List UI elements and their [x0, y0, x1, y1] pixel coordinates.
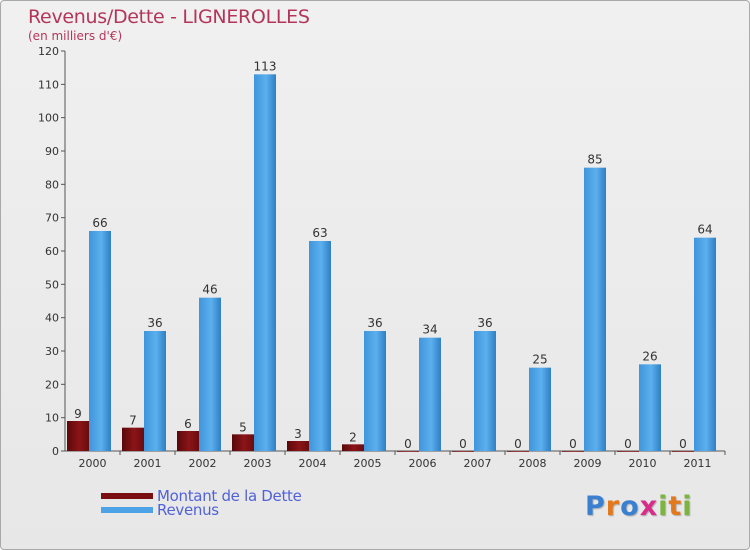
bar-dette-2008	[507, 451, 529, 452]
bar-dette-2009	[562, 451, 584, 452]
x-tick-label-2004: 2004	[299, 457, 327, 470]
legend-label-dette: Montant de la Dette	[157, 487, 302, 505]
x-tick-label-2010: 2010	[629, 457, 657, 470]
legend-swatch-revenus	[101, 507, 153, 513]
bar-revenus-2007	[474, 331, 496, 451]
y-tick-label: 80	[45, 178, 59, 191]
label-revenus-2003: 113	[254, 59, 277, 73]
label-dette-2004: 3	[294, 427, 302, 441]
bar-revenus-2011	[694, 237, 716, 451]
label-dette-2001: 7	[129, 414, 137, 428]
y-tick-label: 70	[45, 212, 59, 225]
label-revenus-2008: 25	[532, 353, 547, 367]
bar-dette-2002	[177, 431, 199, 451]
y-tick-label: 0	[52, 445, 59, 458]
y-tick-label: 120	[38, 45, 59, 58]
y-tick-label: 60	[45, 245, 59, 258]
label-dette-2011: 0	[679, 437, 687, 451]
bar-dette-2006	[397, 451, 419, 452]
logo-letter: t	[668, 491, 683, 522]
logo-letter: r	[605, 491, 621, 522]
bar-dette-2005	[342, 444, 364, 451]
label-revenus-2007: 36	[477, 316, 492, 330]
label-dette-2007: 0	[459, 437, 467, 451]
x-tick-label-2001: 2001	[134, 457, 162, 470]
label-dette-2010: 0	[624, 437, 632, 451]
x-tick-label-2007: 2007	[464, 457, 492, 470]
bar-revenus-2006	[419, 337, 441, 451]
x-tick-label-2011: 2011	[684, 457, 712, 470]
logo-letter: i	[682, 491, 693, 522]
label-revenus-2009: 85	[587, 153, 602, 167]
bar-revenus-2001	[144, 331, 166, 451]
y-tick-label: 30	[45, 345, 59, 358]
label-dette-2009: 0	[569, 437, 577, 451]
chart-subtitle: (en milliers d'€)	[28, 29, 123, 43]
bar-revenus-2010	[639, 364, 661, 451]
bar-revenus-2000	[89, 231, 111, 451]
label-revenus-2001: 36	[147, 316, 162, 330]
label-revenus-2000: 66	[92, 216, 107, 230]
y-tick-label: 90	[45, 145, 59, 158]
logo-letter: i	[658, 491, 669, 522]
y-tick-label: 100	[38, 112, 59, 125]
legend-item-dette: Montant de la Dette	[101, 487, 302, 505]
logo-letter: x	[639, 491, 659, 522]
label-dette-2002: 6	[184, 417, 192, 431]
proxiti-logo: Proxiti	[585, 491, 693, 522]
label-dette-2006: 0	[404, 437, 412, 451]
chart-title: Revenus/Dette - LIGNEROLLES	[28, 6, 310, 28]
bar-dette-2007	[452, 451, 474, 452]
bar-revenus-2005	[364, 331, 386, 451]
x-tick-label-2000: 2000	[79, 457, 107, 470]
bar-dette-2004	[287, 441, 309, 451]
x-tick-label-2009: 2009	[574, 457, 602, 470]
bar-dette-2003	[232, 434, 254, 451]
x-tick-label-2002: 2002	[189, 457, 217, 470]
logo-letter: P	[585, 491, 606, 522]
legend-label-revenus: Revenus	[157, 501, 219, 519]
label-dette-2000: 9	[74, 407, 82, 421]
y-tick-label: 110	[38, 78, 59, 91]
bar-revenus-2003	[254, 74, 276, 451]
bar-dette-2001	[122, 427, 144, 451]
label-dette-2005: 2	[349, 430, 357, 444]
bar-revenus-2009	[584, 167, 606, 451]
legend-swatch-dette	[101, 493, 153, 499]
label-revenus-2002: 46	[202, 283, 217, 297]
logo-letter: o	[620, 491, 640, 522]
x-tick-label-2006: 2006	[409, 457, 437, 470]
label-revenus-2005: 36	[367, 316, 382, 330]
y-tick-label: 20	[45, 378, 59, 391]
label-revenus-2011: 64	[697, 223, 712, 237]
label-revenus-2006: 34	[422, 323, 437, 337]
label-dette-2003: 5	[239, 420, 247, 434]
bar-revenus-2002	[199, 297, 221, 451]
bar-revenus-2004	[309, 241, 331, 451]
label-revenus-2010: 26	[642, 349, 657, 363]
bar-dette-2010	[617, 451, 639, 452]
y-tick-label: 40	[45, 312, 59, 325]
label-revenus-2004: 63	[312, 226, 327, 240]
x-tick-label-2005: 2005	[354, 457, 382, 470]
bar-revenus-2008	[529, 367, 551, 451]
x-tick-label-2008: 2008	[519, 457, 547, 470]
y-tick-label: 50	[45, 278, 59, 291]
x-tick-label-2003: 2003	[244, 457, 272, 470]
bar-dette-2000	[67, 421, 89, 451]
bar-dette-2011	[672, 451, 694, 452]
y-tick-label: 10	[45, 412, 59, 425]
label-dette-2008: 0	[514, 437, 522, 451]
legend-item-revenus: Revenus	[101, 501, 219, 519]
